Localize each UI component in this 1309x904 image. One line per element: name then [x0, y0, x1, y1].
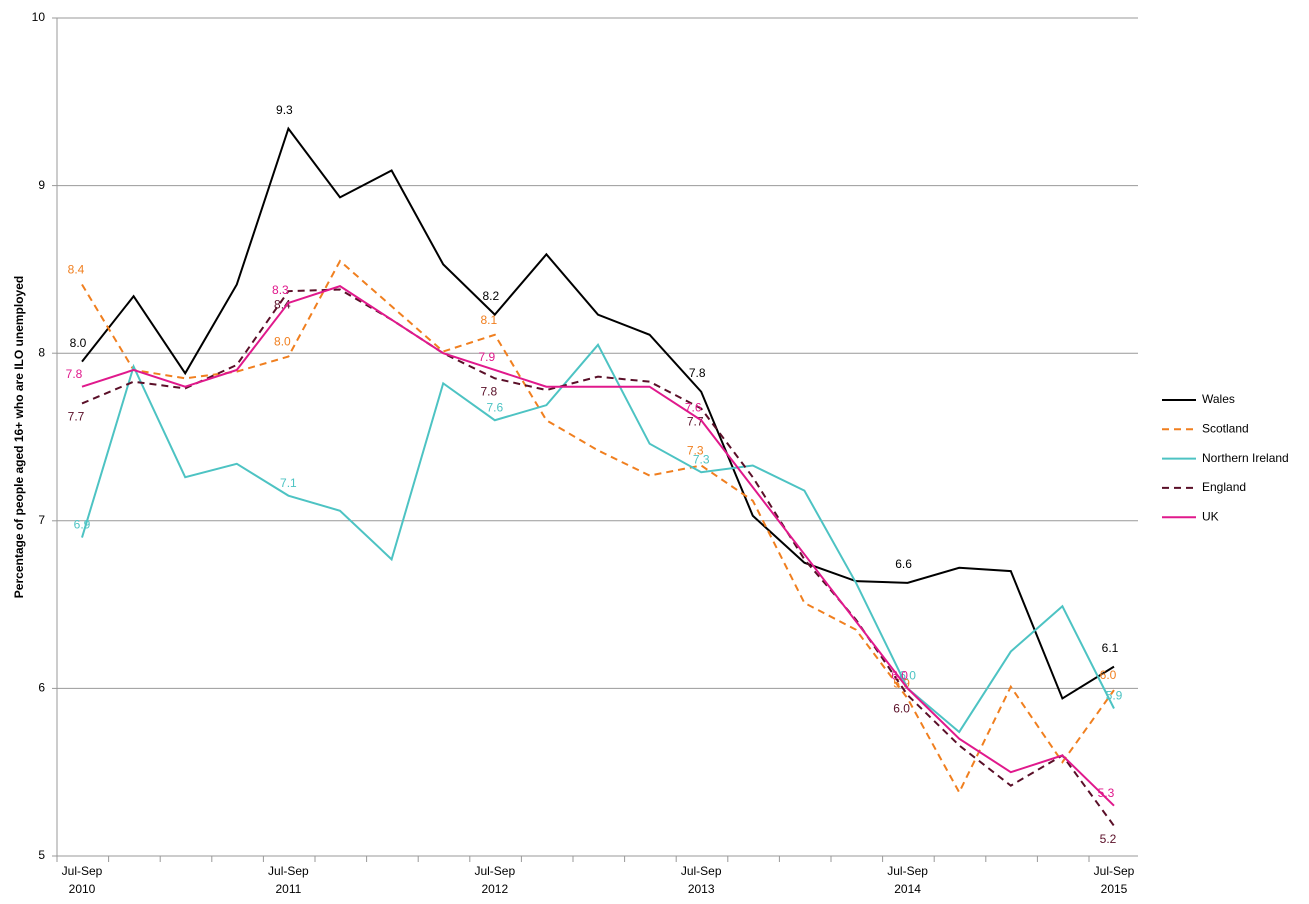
data-label: 6.0: [899, 669, 916, 683]
series-line: [81, 343, 1115, 734]
data-label: 7.8: [66, 367, 83, 381]
data-label: 7.6: [486, 400, 503, 414]
y-tick-label: 6: [38, 681, 45, 695]
data-label: 5.2: [1100, 832, 1117, 846]
data-label: 7.8: [480, 385, 497, 399]
data-label: 6.0: [893, 701, 910, 715]
data-label: 6.9: [74, 518, 91, 532]
data-label: 8.2: [482, 289, 499, 303]
legend-label: Northern Ireland: [1202, 451, 1289, 465]
data-label: 6.1: [1102, 641, 1119, 655]
series-line: [81, 288, 1115, 827]
data-label: 8.3: [272, 283, 289, 297]
data-label: 8.4: [274, 297, 291, 311]
data-label: 8.0: [70, 336, 87, 350]
data-label: 7.7: [68, 410, 85, 424]
legend-label: Scotland: [1202, 421, 1249, 435]
data-label: 8.4: [68, 263, 85, 277]
data-label: 7.1: [280, 476, 297, 490]
data-label: 9.3: [276, 103, 293, 117]
y-axis-label: Percentage of people aged 16+ who are IL…: [12, 276, 26, 598]
y-tick-label: 9: [38, 178, 45, 192]
x-tick-label: Jul-Sep 2013: [680, 864, 722, 896]
x-tick-label: Jul-Sep 2014: [887, 864, 928, 896]
data-label: 8.0: [274, 335, 291, 349]
data-label: 7.9: [478, 350, 495, 364]
data-label: 6.6: [895, 557, 912, 571]
data-label: 6.0: [1100, 668, 1117, 682]
data-label: 7.3: [687, 444, 704, 458]
x-tick-label: Jul-Sep 2012: [474, 864, 516, 896]
x-tick-label: Jul-Sep 2011: [268, 864, 309, 896]
series-line: [81, 259, 1115, 795]
data-label: 7.6: [685, 400, 702, 414]
y-tick-label: 7: [38, 513, 45, 527]
data-label: 7.8: [689, 366, 706, 380]
data-label: 5.3: [1098, 786, 1115, 800]
legend-label: Wales: [1202, 392, 1235, 406]
data-label: 7.3: [693, 452, 710, 466]
y-tick-label: 8: [38, 345, 45, 359]
data-label: 5.9: [1106, 689, 1123, 703]
series-line: [81, 126, 1115, 700]
y-tick-label: 5: [38, 848, 45, 862]
y-tick-label: 10: [32, 10, 46, 24]
legend-label: England: [1202, 480, 1246, 494]
data-label: 6.0: [891, 669, 908, 683]
data-label: 8.1: [480, 313, 497, 327]
series-line: [81, 285, 1115, 807]
x-tick-label: Jul-Sep 2015: [1093, 864, 1135, 896]
legend-label: UK: [1202, 509, 1219, 523]
x-tick-label: Jul-Sep 2010: [61, 864, 103, 896]
